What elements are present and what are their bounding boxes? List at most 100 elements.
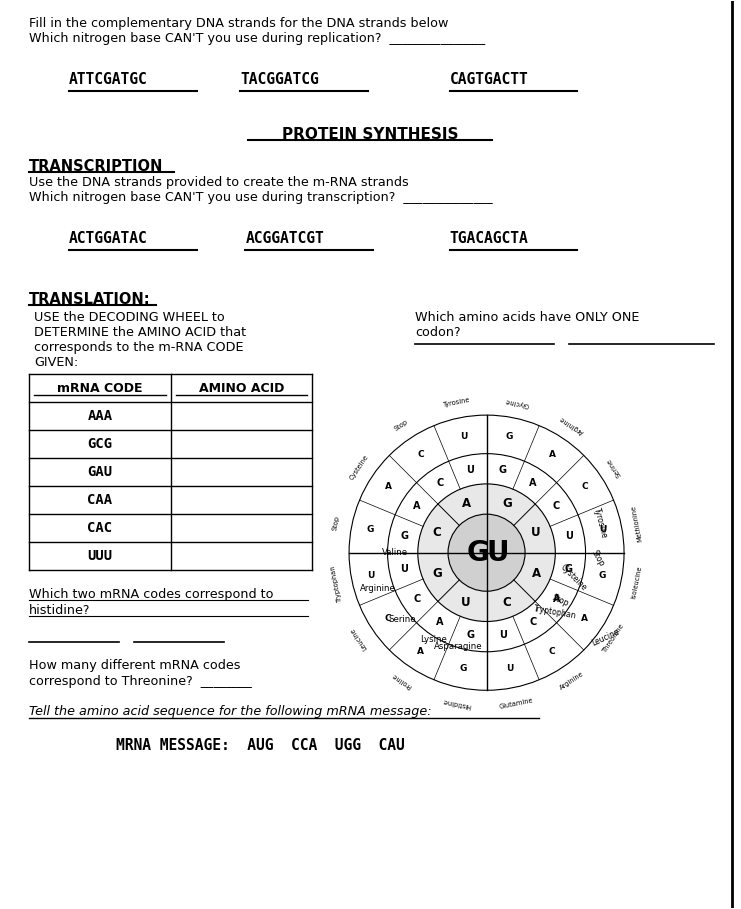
- Text: A: A: [553, 594, 560, 604]
- Text: Lysine: Lysine: [419, 635, 447, 644]
- Text: ACTGGATAC: ACTGGATAC: [69, 231, 148, 245]
- Text: A: A: [529, 478, 537, 488]
- Text: A: A: [582, 614, 588, 623]
- Text: USE the DECODING WHEEL to: USE the DECODING WHEEL to: [34, 312, 225, 325]
- Text: C: C: [385, 614, 391, 623]
- Text: Fill in the complementary DNA strands for the DNA strands below: Fill in the complementary DNA strands fo…: [30, 17, 448, 30]
- Text: C: C: [549, 646, 556, 655]
- Text: CAA: CAA: [87, 493, 113, 507]
- Text: Use the DNA strands provided to create the m-RNA strands: Use the DNA strands provided to create t…: [30, 175, 409, 189]
- Text: Which nitrogen base CAN'T you use during transcription?  ______________: Which nitrogen base CAN'T you use during…: [30, 191, 493, 204]
- Text: G: G: [432, 566, 442, 580]
- Text: AMINO ACID: AMINO ACID: [199, 382, 284, 395]
- Text: Arginine: Arginine: [559, 415, 585, 435]
- Text: Methionine: Methionine: [631, 504, 644, 542]
- Text: Which two mRNA codes correspond to: Which two mRNA codes correspond to: [30, 587, 273, 601]
- Text: G: G: [400, 532, 408, 542]
- Circle shape: [448, 514, 525, 591]
- Text: U: U: [466, 465, 474, 475]
- Text: Glycine: Glycine: [504, 396, 529, 407]
- Text: C: C: [418, 450, 424, 459]
- Text: A: A: [413, 501, 421, 511]
- Text: Tyrosine: Tyrosine: [442, 396, 471, 408]
- Text: U: U: [367, 571, 374, 580]
- Text: correspond to Threonine?  ________: correspond to Threonine? ________: [30, 675, 252, 688]
- Text: A: A: [531, 566, 541, 580]
- Circle shape: [349, 415, 624, 690]
- Text: Tryptophan: Tryptophan: [330, 564, 342, 602]
- Text: C: C: [413, 594, 420, 604]
- Text: codon?: codon?: [415, 326, 460, 339]
- Text: G: G: [599, 571, 606, 580]
- Text: Asparagine: Asparagine: [434, 643, 482, 651]
- Text: GAU: GAU: [87, 464, 113, 479]
- Text: G: G: [367, 525, 374, 534]
- Text: U: U: [400, 564, 408, 574]
- Text: TACGGATCG: TACGGATCG: [241, 72, 319, 87]
- Text: U: U: [565, 532, 573, 542]
- Text: U: U: [461, 595, 471, 609]
- Text: G: G: [506, 432, 514, 441]
- Circle shape: [388, 454, 585, 652]
- Text: Stop: Stop: [393, 418, 409, 432]
- Text: corresponds to the m-RNA CODE: corresponds to the m-RNA CODE: [34, 342, 244, 355]
- Text: DETERMINE the AMINO ACID that: DETERMINE the AMINO ACID that: [34, 326, 247, 339]
- Text: U: U: [460, 432, 467, 441]
- Text: Leucine: Leucine: [591, 627, 621, 648]
- Text: Serine: Serine: [388, 614, 416, 624]
- Text: TRANSCRIPTION: TRANSCRIPTION: [30, 159, 164, 174]
- Text: GCG: GCG: [87, 437, 113, 451]
- Text: G: G: [565, 564, 573, 574]
- Text: TRANSLATION:: TRANSLATION:: [30, 293, 151, 307]
- Text: Glutamine: Glutamine: [499, 697, 534, 710]
- Text: A: A: [549, 450, 556, 459]
- Text: U: U: [499, 630, 507, 640]
- Text: Isoleucine: Isoleucine: [631, 565, 643, 600]
- Text: U: U: [599, 525, 606, 534]
- Text: Leucine: Leucine: [350, 625, 368, 650]
- Text: ATTCGATGC: ATTCGATGC: [69, 72, 148, 87]
- Text: C: C: [436, 478, 444, 488]
- Text: mRNA CODE: mRNA CODE: [57, 382, 143, 395]
- Text: C: C: [502, 595, 511, 609]
- Text: A: A: [385, 483, 392, 492]
- Text: U: U: [486, 539, 509, 566]
- Text: histidine?: histidine?: [30, 604, 91, 616]
- Text: U: U: [506, 664, 514, 674]
- Text: Which nitrogen base CAN'T you use during replication?  _______________: Which nitrogen base CAN'T you use during…: [30, 33, 485, 45]
- Text: Stop: Stop: [590, 549, 606, 568]
- Text: PROTEIN SYNTHESIS: PROTEIN SYNTHESIS: [282, 127, 459, 142]
- Text: G: G: [460, 664, 467, 674]
- Text: Arginine: Arginine: [360, 584, 396, 594]
- Text: G: G: [499, 465, 507, 475]
- Text: Arginine: Arginine: [559, 670, 585, 691]
- Text: G: G: [466, 630, 474, 640]
- Text: U: U: [531, 525, 541, 539]
- Text: Which amino acids have ONLY ONE: Which amino acids have ONLY ONE: [415, 312, 639, 325]
- Text: Tryptophan: Tryptophan: [534, 604, 577, 621]
- Text: G: G: [466, 539, 489, 566]
- Text: Cysteine: Cysteine: [348, 454, 370, 481]
- Text: Tell the amino acid sequence for the following mRNA message:: Tell the amino acid sequence for the fol…: [30, 705, 432, 718]
- Text: UUU: UUU: [87, 549, 113, 563]
- Text: CAC: CAC: [87, 521, 113, 534]
- Text: AAA: AAA: [87, 409, 113, 423]
- Text: Valine: Valine: [382, 548, 408, 557]
- Text: Tyrosine: Tyrosine: [591, 506, 608, 539]
- Circle shape: [418, 484, 555, 622]
- Text: Proline: Proline: [391, 672, 413, 689]
- Text: TGACAGCTA: TGACAGCTA: [450, 231, 528, 245]
- Text: G: G: [502, 496, 512, 510]
- Text: C: C: [530, 617, 536, 627]
- Text: A: A: [462, 496, 471, 510]
- Text: How many different mRNA codes: How many different mRNA codes: [30, 659, 241, 673]
- Text: CAGTGACTT: CAGTGACTT: [450, 72, 528, 87]
- Text: Histidine: Histidine: [442, 697, 471, 709]
- Text: Cysteine: Cysteine: [558, 563, 588, 593]
- Text: Serine: Serine: [605, 457, 622, 478]
- Text: A: A: [436, 617, 444, 627]
- Text: ACGGATCGT: ACGGATCGT: [245, 231, 325, 245]
- Text: Stop: Stop: [551, 593, 570, 608]
- Text: A: A: [417, 646, 425, 655]
- Text: C: C: [582, 483, 588, 492]
